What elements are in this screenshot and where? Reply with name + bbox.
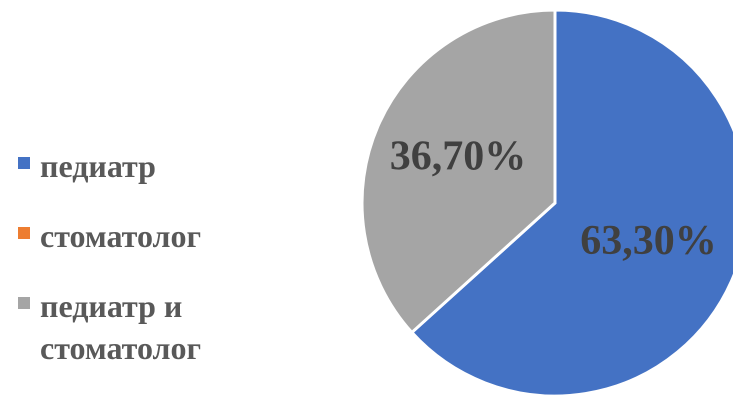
pie-slice-label-3: 36,70%	[390, 134, 527, 180]
pie-slice-1	[409, 8, 733, 397]
legend-item-pediatrician-and-dentist: педиатр и стоматолог	[18, 285, 298, 369]
pie-slice-3	[360, 8, 557, 335]
legend-swatch-dentist	[18, 227, 30, 239]
legend-label-pediatrician: педиатр	[40, 148, 156, 184]
legend-label-pediatrician-and-dentist: педиатр и стоматолог	[40, 288, 201, 366]
legend-swatch-pediatrician	[18, 157, 30, 169]
legend-swatch-pediatrician-and-dentist	[18, 297, 30, 309]
legend-item-pediatrician: педиатр	[18, 145, 298, 187]
legend-item-dentist: стоматолог	[18, 215, 298, 257]
pie-slice-label-1: 63,30%	[580, 218, 717, 264]
legend: педиатр стоматолог педиатр и стоматолог	[18, 145, 298, 397]
legend-label-dentist: стоматолог	[40, 218, 201, 254]
